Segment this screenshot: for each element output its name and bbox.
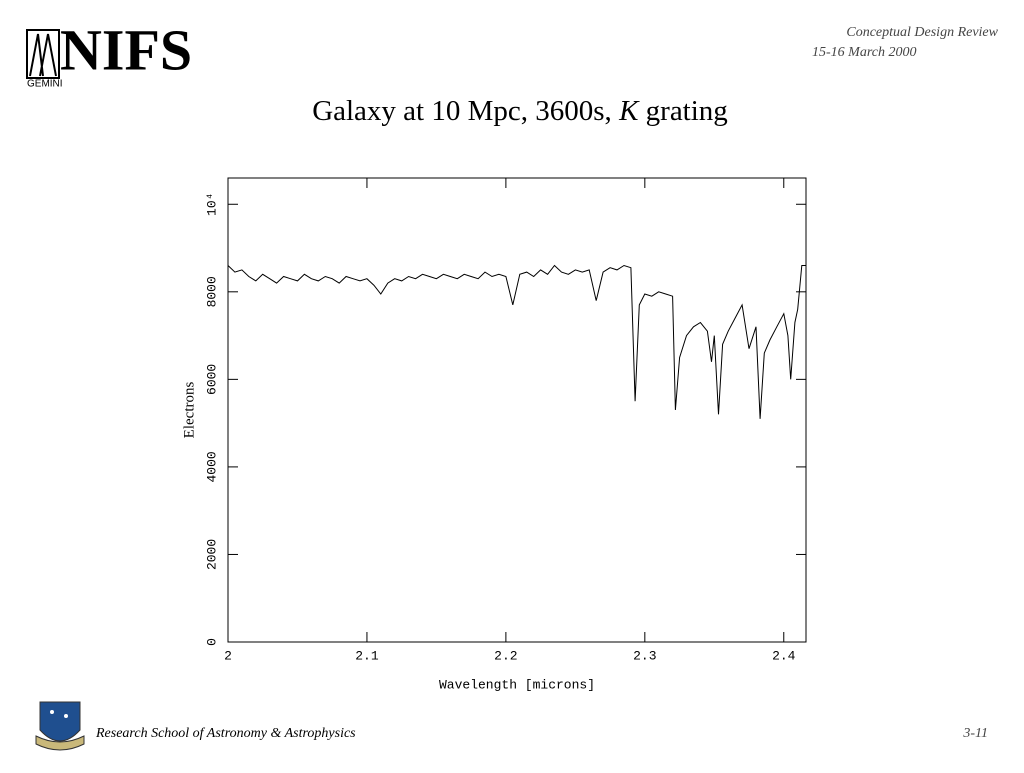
slide-title: Galaxy at 10 Mpc, 3600s, K grating [312,95,728,127]
y-tick-label: 10⁴ [204,193,219,216]
date-label: 15-16 March 2000 [812,45,916,60]
nifs-logo: NIFS GEMINI [26,17,192,90]
y-tick-label: 6000 [204,364,219,395]
spectrum-line [227,264,806,419]
plot: 2 2.1 2.2 2.3 2.4 0 2000 4000 6000 8000 10⁴ [204,178,806,663]
title-italic: K [618,95,640,127]
crest-star [50,710,54,714]
page-number: 3-11 [962,726,988,741]
y-tick-label: 2000 [204,539,219,570]
title-part: Galaxy at 10 Mpc, 3600s, [312,95,612,127]
logo-subtext: GEMINI [27,79,63,90]
x-tick-label: 2 [224,648,232,663]
review-label: Conceptual Design Review [846,25,998,40]
y-tick-label: 0 [204,638,219,646]
title-part: grating [646,95,728,127]
y-tick-label: 4000 [204,451,219,482]
y-axis-label: Electrons [181,382,197,439]
institution: Research School of Astronomy & Astrophys… [95,726,356,741]
plot-frame [227,177,807,643]
x-tick-label: 2.1 [355,648,379,663]
x-tick-label: 2.2 [494,648,517,663]
x-tick-label: 2.3 [633,648,656,663]
logo-text: NIFS [60,17,192,82]
x-axis-label: Wavelength [microns] [439,677,595,692]
x-tick-label: 2.4 [772,648,796,663]
crest-shield [39,701,81,742]
logo-frame [26,29,60,79]
y-tick-label: 8000 [204,276,219,307]
crest [35,701,85,751]
logo-mark [29,33,57,77]
crest-scroll [35,735,85,751]
crest-star [64,714,68,718]
